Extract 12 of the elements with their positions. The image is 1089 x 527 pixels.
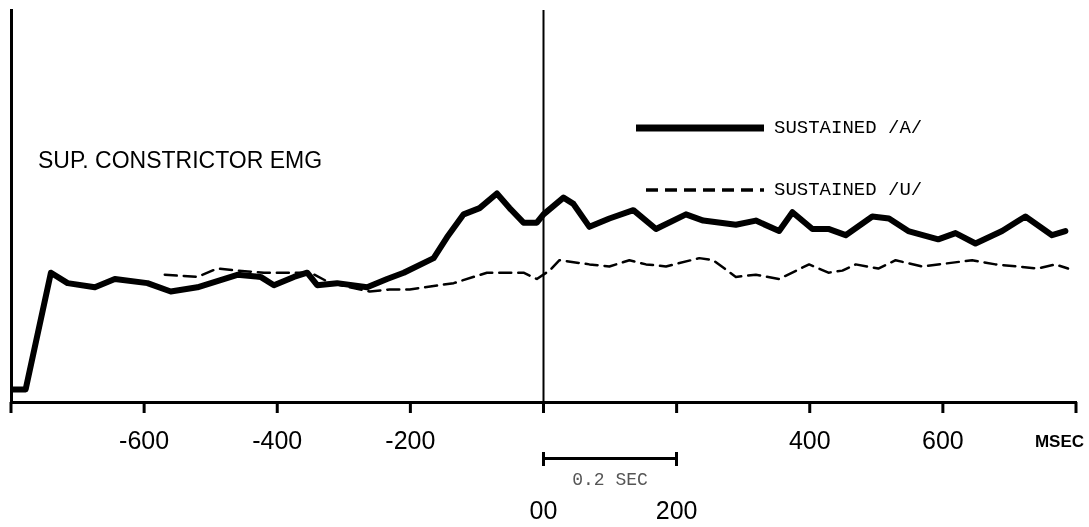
x-tick-label: -200	[385, 425, 436, 454]
x-tick-label: 400	[788, 425, 831, 454]
legend-label: SUSTAINED /U/	[774, 179, 923, 202]
legend-label: SUSTAINED /A/	[774, 117, 923, 140]
x-tick-label: -600	[119, 425, 170, 454]
text: SUP. CONSTRICTOR EMG	[38, 147, 323, 174]
x-tick-label: -400	[252, 425, 303, 454]
x-axis-title: MSEC	[1034, 431, 1084, 451]
text: 200	[655, 495, 698, 524]
text: 00	[529, 495, 558, 524]
x-tick-label: 600	[922, 425, 964, 454]
text: 0.2 SEC	[572, 469, 649, 490]
